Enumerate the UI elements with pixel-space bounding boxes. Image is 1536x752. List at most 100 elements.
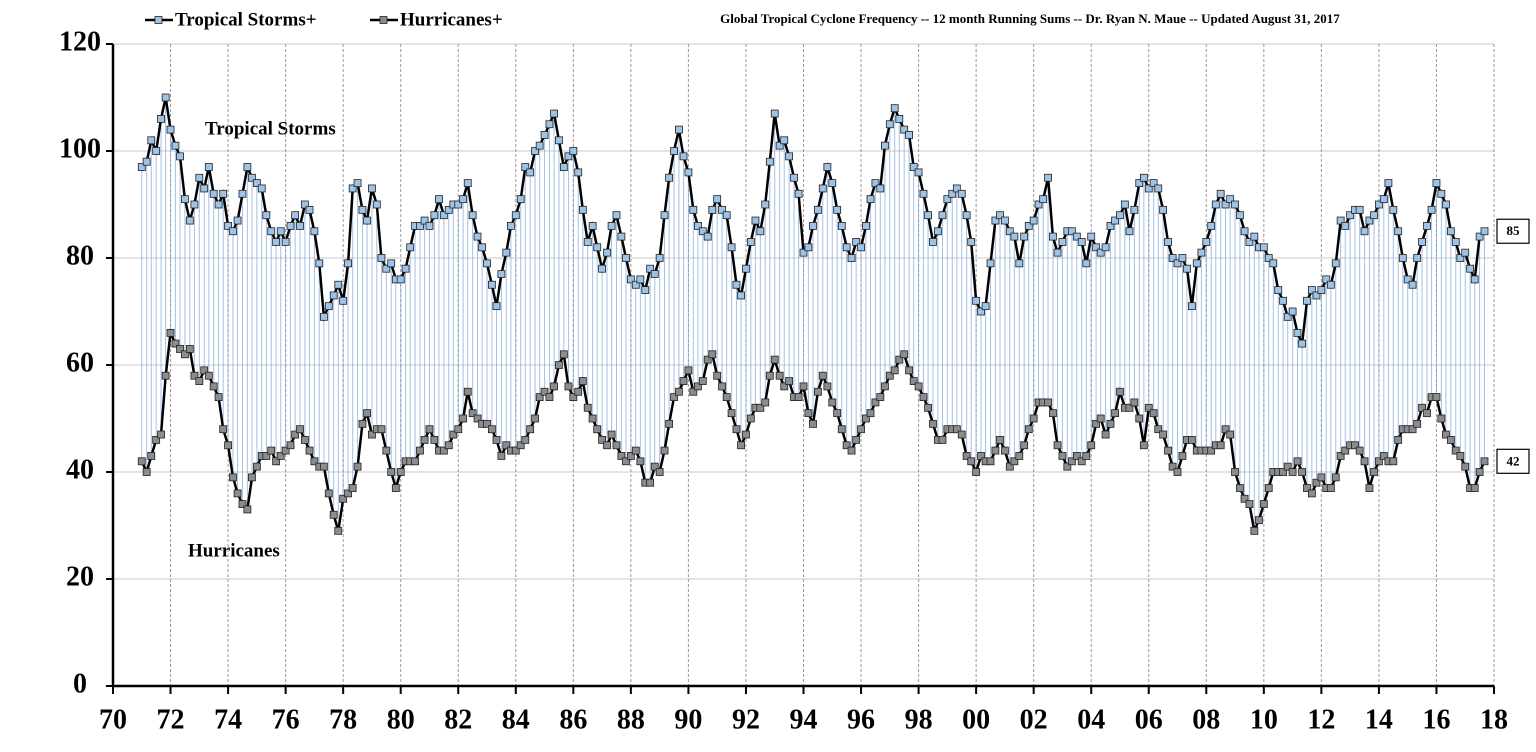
point [1231, 200, 1239, 209]
point [219, 425, 228, 434]
point [1130, 205, 1139, 214]
point [1029, 216, 1038, 225]
point [1480, 227, 1489, 236]
point [401, 264, 410, 273]
point [1461, 462, 1470, 471]
point [1149, 179, 1158, 188]
point [617, 232, 626, 241]
point [650, 270, 659, 278]
point [492, 302, 501, 311]
point [1149, 409, 1158, 418]
point [1173, 259, 1182, 268]
point [535, 141, 544, 150]
point [569, 147, 578, 155]
x-tick-label: 94 [790, 704, 818, 735]
point [181, 350, 189, 359]
point [1116, 211, 1124, 220]
point [655, 468, 664, 476]
point [377, 254, 386, 262]
point [722, 393, 731, 402]
point [204, 371, 213, 380]
point [828, 179, 837, 188]
point [348, 484, 357, 492]
point [497, 452, 506, 460]
point [813, 205, 822, 214]
point [1475, 468, 1484, 476]
point [276, 452, 285, 460]
point [171, 339, 180, 348]
point [425, 221, 434, 230]
point [1288, 307, 1297, 316]
point [1413, 254, 1422, 262]
point [1231, 468, 1239, 476]
point [1164, 446, 1172, 455]
point [583, 403, 592, 412]
point [847, 446, 856, 455]
point [718, 205, 726, 214]
point [1303, 484, 1311, 492]
point [785, 152, 794, 161]
point [871, 179, 880, 188]
point [310, 457, 319, 466]
y-tick-label: 0 [73, 668, 87, 699]
point [837, 425, 846, 434]
point [550, 109, 558, 118]
point [1039, 195, 1048, 204]
point [972, 296, 981, 305]
point [1279, 296, 1288, 305]
point [535, 393, 544, 402]
point [368, 430, 376, 439]
point [972, 468, 981, 476]
point [1298, 468, 1306, 476]
point [1432, 179, 1441, 188]
point [1245, 238, 1254, 246]
point [622, 457, 630, 466]
point [430, 435, 439, 444]
point [296, 221, 304, 230]
point [641, 286, 650, 295]
point [387, 468, 396, 476]
point [1341, 221, 1350, 230]
point [770, 109, 779, 118]
point [679, 152, 688, 161]
point [708, 350, 717, 359]
point [670, 393, 678, 402]
point [713, 195, 722, 204]
point [694, 382, 702, 391]
point [1154, 425, 1163, 434]
point [319, 312, 328, 321]
point [1259, 500, 1268, 509]
x-tick-label: 86 [559, 704, 587, 735]
point [952, 184, 961, 193]
point [1058, 238, 1067, 246]
x-tick-label: 72 [157, 704, 185, 735]
point [1053, 248, 1062, 257]
point [204, 163, 213, 171]
point [578, 205, 587, 214]
point [660, 446, 669, 455]
point [161, 371, 170, 380]
point [488, 425, 496, 434]
point [459, 414, 468, 423]
point [267, 227, 276, 236]
point [444, 441, 453, 450]
point [531, 147, 539, 155]
point [737, 291, 745, 300]
point [1168, 462, 1177, 471]
point [684, 168, 693, 177]
point [190, 371, 199, 380]
point [478, 243, 487, 252]
point [1346, 211, 1355, 220]
point [526, 168, 535, 177]
point [703, 355, 712, 364]
point [147, 452, 156, 460]
point [842, 243, 851, 252]
point [929, 419, 937, 428]
point [1087, 441, 1096, 450]
point [224, 221, 232, 230]
point [559, 163, 568, 171]
point [722, 211, 731, 220]
point [1451, 446, 1460, 455]
point [1355, 205, 1364, 214]
point [708, 205, 717, 214]
